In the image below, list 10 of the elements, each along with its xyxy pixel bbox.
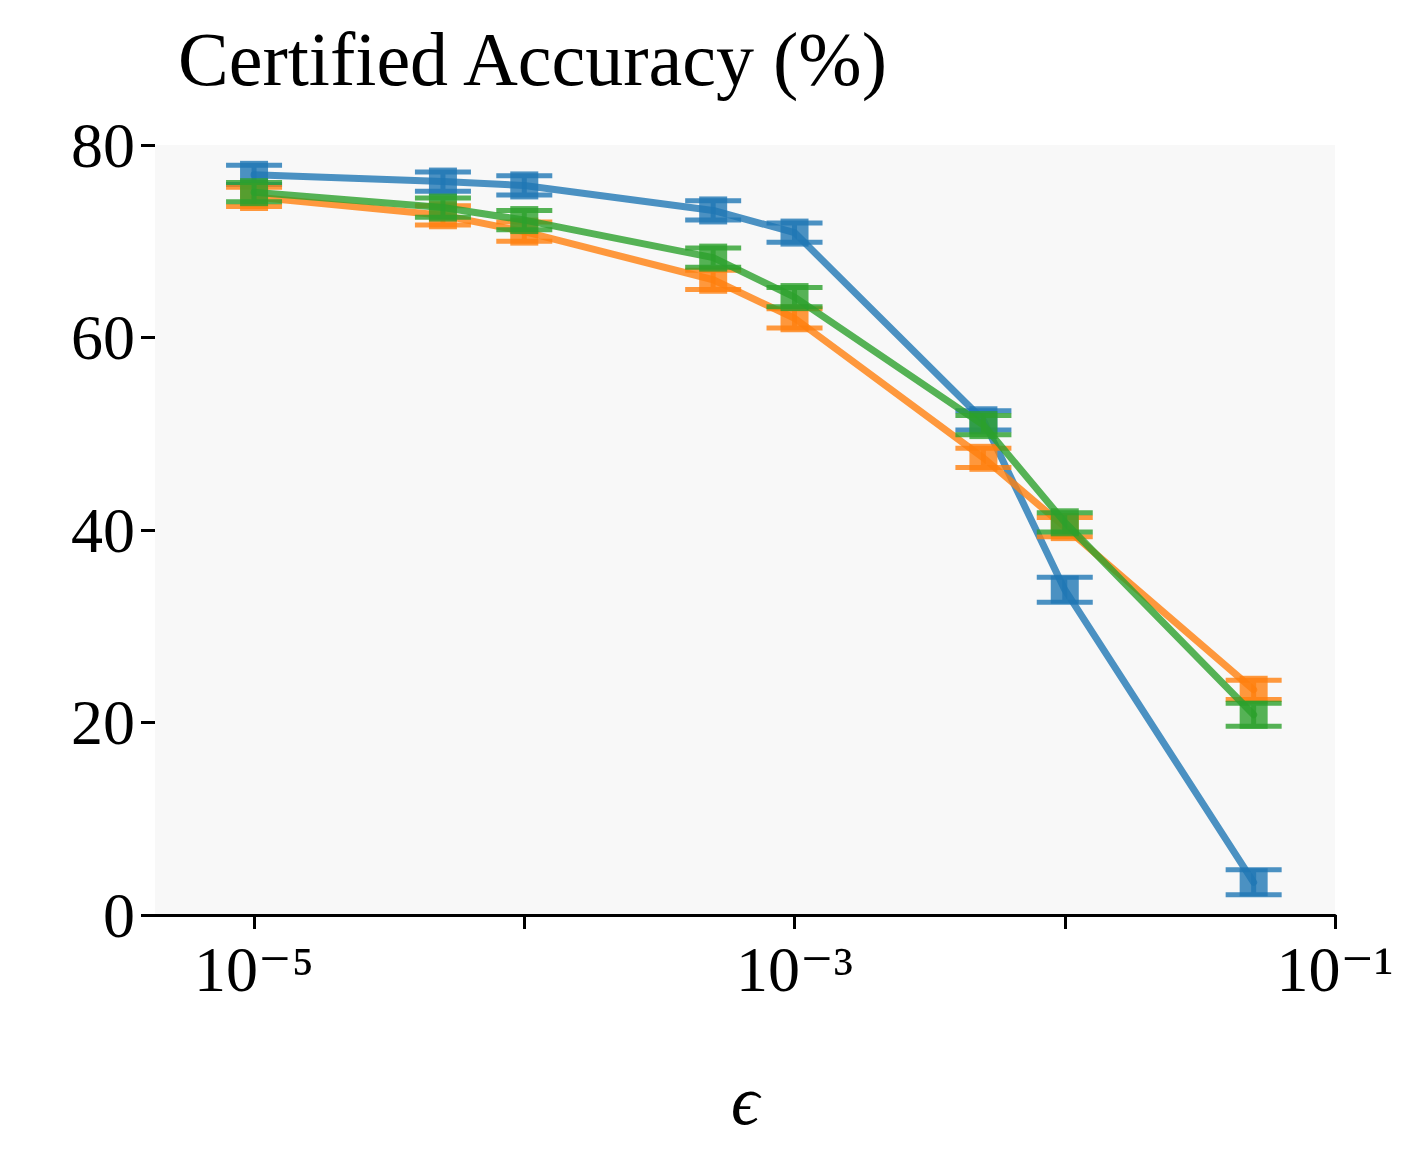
y-tick-label: 60 (71, 302, 135, 373)
chart-title: Certified Accuracy (%) (178, 17, 887, 102)
y-tick-label: 0 (103, 879, 135, 951)
x-tick-label: 10⁻³ (736, 933, 854, 1005)
y-tick-label: 20 (71, 687, 135, 758)
y-tick-label: 80 (71, 109, 135, 181)
x-tick-label: 10⁻¹ (1276, 933, 1394, 1005)
x-axis-title: ϵ (730, 1061, 762, 1139)
y-tick-label: 40 (71, 494, 135, 566)
x-tick-label: 10⁻⁵ (194, 933, 315, 1005)
